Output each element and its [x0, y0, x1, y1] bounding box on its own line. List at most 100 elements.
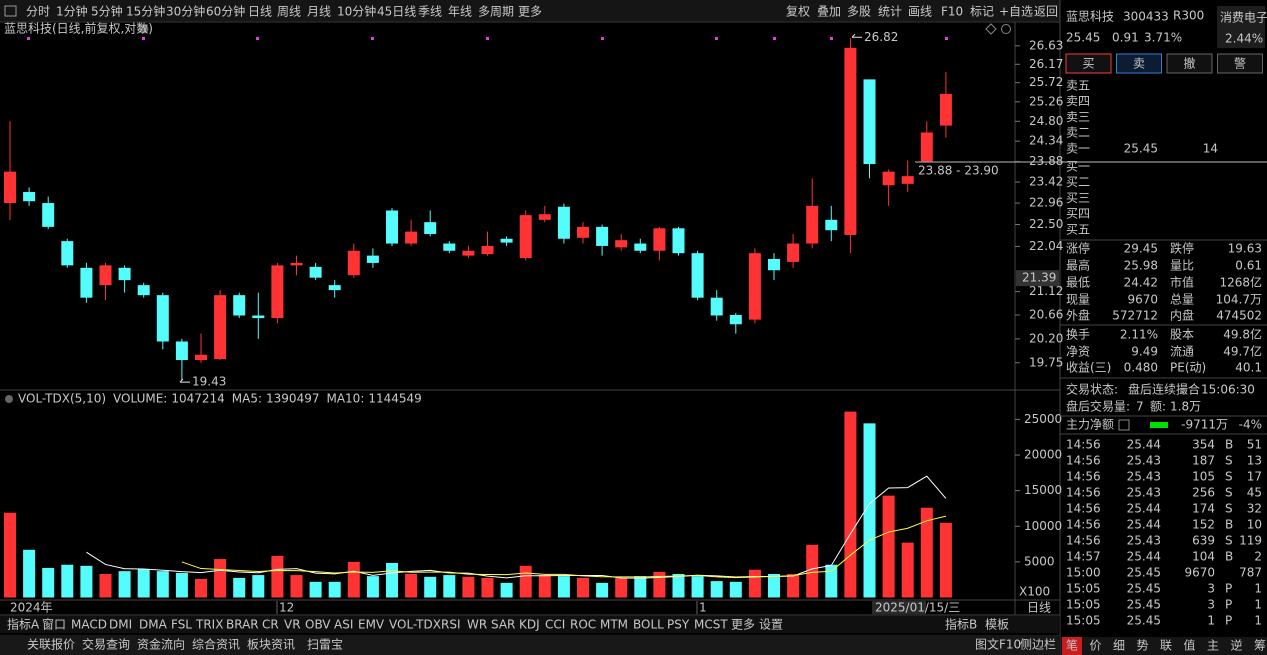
- period-tab[interactable]: 60分钟: [206, 4, 245, 19]
- period-tab[interactable]: 45日线: [377, 5, 416, 19]
- period-tab[interactable]: 5分钟: [91, 4, 123, 19]
- trade-button[interactable]: [1217, 53, 1263, 74]
- bottom-tab[interactable]: 交易查询: [82, 637, 130, 652]
- indicator-tab[interactable]: VOL-TDX: [389, 618, 441, 632]
- period-tab[interactable]: 更多: [518, 5, 542, 19]
- trade-button[interactable]: [1065, 53, 1112, 74]
- indicator-tab[interactable]: TRIX: [195, 618, 223, 632]
- sector-box[interactable]: [1217, 6, 1265, 48]
- indicator-tab[interactable]: DMI: [109, 618, 132, 632]
- trade-button-label[interactable]: 买: [1082, 57, 1094, 71]
- ask-label: 卖三: [1066, 110, 1090, 124]
- indicator-tab[interactable]: MCST: [694, 618, 728, 632]
- indicator-tab[interactable]: PSY: [667, 618, 690, 632]
- flow-icon[interactable]: [1118, 419, 1130, 431]
- period-tab[interactable]: 1分钟: [56, 4, 88, 19]
- detail-tab[interactable]: 联: [1160, 639, 1172, 653]
- period-tab[interactable]: 30分钟: [166, 4, 205, 19]
- indicator-tab[interactable]: KDJ: [519, 618, 540, 632]
- detail-tab[interactable]: 主: [1207, 639, 1219, 653]
- diamond-icon[interactable]: [985, 23, 997, 35]
- tool-button[interactable]: F10: [941, 5, 963, 19]
- title-icon[interactable]: [139, 24, 149, 34]
- trade-button-label[interactable]: 卖: [1133, 57, 1145, 71]
- menu-icon[interactable]: [4, 5, 17, 17]
- indicator-tab[interactable]: SAR: [491, 618, 515, 632]
- tool-button[interactable]: 标记: [970, 5, 994, 19]
- tick-count: 787: [1239, 566, 1262, 580]
- indicator-tab[interactable]: MACD: [71, 618, 107, 632]
- stat-value: 572712: [1112, 309, 1158, 323]
- indicator-tab[interactable]: WR: [467, 618, 487, 632]
- indicator-tab[interactable]: ASI: [334, 618, 353, 632]
- detail-tab[interactable]: 逆: [1230, 638, 1242, 653]
- indicator-tab[interactable]: 设置: [759, 618, 783, 632]
- indicator-tab[interactable]: MTM: [600, 618, 628, 632]
- volume-bar: [4, 512, 16, 598]
- period-tab[interactable]: 日线: [248, 5, 272, 19]
- detail-tab[interactable]: 价: [1089, 639, 1101, 653]
- indicator-tab[interactable]: 更多: [731, 618, 755, 632]
- volume-bar: [882, 495, 895, 598]
- bottom-tab[interactable]: 扫雷宝: [307, 638, 343, 652]
- stat-value: 474502: [1216, 309, 1262, 323]
- tick-volume: 152: [1192, 518, 1215, 532]
- bottom-tab[interactable]: 综合资讯: [192, 637, 240, 652]
- detail-tab[interactable]: 势: [1136, 639, 1148, 653]
- detail-tab[interactable]: 筹: [1254, 639, 1266, 653]
- bottom-tab[interactable]: 资金流向: [137, 637, 185, 652]
- indicator-tab[interactable]: CR: [262, 618, 279, 632]
- circle-icon[interactable]: [1001, 24, 1011, 34]
- indicator-tab[interactable]: BRAR: [226, 618, 259, 632]
- indicator-tab[interactable]: 指标A: [7, 617, 40, 632]
- period-tab[interactable]: 年线: [448, 5, 472, 19]
- tick-price: 25.44: [1127, 502, 1161, 516]
- indicator-tab[interactable]: 模板: [985, 618, 1009, 632]
- detail-tab[interactable]: 细: [1113, 639, 1125, 653]
- indicator-tab[interactable]: RSI: [441, 618, 461, 632]
- candle-body: [80, 267, 93, 298]
- period-tab[interactable]: 多周期: [478, 5, 514, 19]
- period-tab[interactable]: 15分钟: [126, 4, 165, 19]
- bottom-tab[interactable]: 图文F10: [975, 637, 1021, 652]
- indicator-tab[interactable]: CCI: [545, 618, 565, 632]
- indicator-tab[interactable]: BOLL: [633, 618, 664, 632]
- trade-button-label[interactable]: 警: [1234, 56, 1246, 71]
- period-tab[interactable]: 10分钟: [337, 4, 376, 19]
- vol-icon[interactable]: [5, 395, 13, 403]
- badge: R300: [1173, 9, 1204, 23]
- bottom-tab[interactable]: 侧边栏: [1020, 637, 1056, 652]
- tool-button[interactable]: 返回: [1034, 5, 1058, 19]
- tick-time: 15:05: [1066, 598, 1101, 612]
- indicator-tab[interactable]: FSL: [171, 618, 192, 632]
- tick-side: S: [1225, 454, 1233, 468]
- period-tab[interactable]: 分时: [26, 5, 50, 19]
- tool-button[interactable]: 多股: [847, 5, 871, 19]
- indicator-tab[interactable]: OBV: [305, 618, 331, 632]
- indicator-tab[interactable]: VR: [284, 618, 301, 632]
- tool-button[interactable]: 叠加: [817, 5, 841, 19]
- indicator-tab[interactable]: EMV: [358, 618, 385, 632]
- indicator-tab[interactable]: 指标B: [945, 617, 977, 632]
- bottom-tab[interactable]: 关联报价: [27, 637, 75, 652]
- period-tab[interactable]: 月线: [307, 5, 331, 19]
- period-tab[interactable]: 周线: [277, 5, 301, 19]
- tool-button[interactable]: 画线: [908, 5, 932, 19]
- period-tab[interactable]: 季线: [418, 5, 442, 19]
- trade-button[interactable]: [1116, 53, 1162, 74]
- tool-button[interactable]: +自选: [999, 5, 1033, 19]
- detail-tab[interactable]: 笔: [1066, 638, 1078, 653]
- indicator-tab[interactable]: ROC: [570, 618, 596, 632]
- detail-tab[interactable]: 值: [1183, 638, 1195, 653]
- trade-button[interactable]: [1166, 53, 1213, 74]
- indicator-tab[interactable]: DMA: [139, 618, 168, 632]
- indicator-tab[interactable]: 窗口: [42, 618, 66, 632]
- tool-button[interactable]: 统计: [878, 5, 902, 19]
- tick-time: 14:56: [1066, 534, 1101, 548]
- candle-body: [386, 210, 398, 244]
- trade-button-label[interactable]: 撤: [1183, 56, 1195, 71]
- bottom-tab[interactable]: 板块资讯: [247, 638, 295, 652]
- tool-button[interactable]: 复权: [786, 5, 810, 19]
- toolbar-bg: [0, 0, 1060, 22]
- candle-body: [901, 176, 914, 184]
